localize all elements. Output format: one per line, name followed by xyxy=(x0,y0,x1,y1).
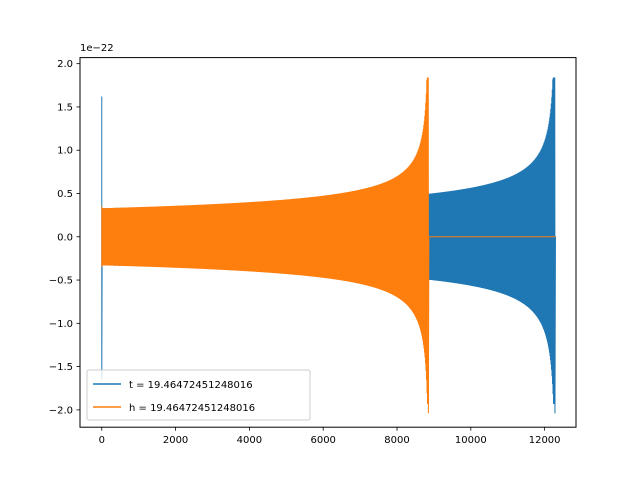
y-tick-label: −1.0 xyxy=(49,319,73,330)
y-tick-label: 2.0 xyxy=(57,59,73,70)
y-tick-label: −1.5 xyxy=(49,362,73,373)
x-tick-label: 4000 xyxy=(237,435,262,446)
x-axis: 0 2000 4000 6000 8000 10000 12000 xyxy=(99,427,561,446)
x-tick-label: 8000 xyxy=(384,435,409,446)
y-offset-label: 1e−22 xyxy=(80,43,114,54)
y-tick-label: 0.0 xyxy=(57,232,73,243)
legend: t = 19.46472451248016 h = 19.46472451248… xyxy=(86,369,311,421)
y-axis: −2.0 −1.5 −1.0 −0.5 0.0 0.5 1.0 1.5 2.0 xyxy=(49,59,80,416)
x-tick-label: 6000 xyxy=(310,435,335,446)
y-tick-label: 1.5 xyxy=(57,102,73,113)
series-layer xyxy=(101,77,556,414)
x-tick-label: 10000 xyxy=(455,435,487,446)
y-tick-label: −2.0 xyxy=(49,405,73,416)
x-tick-label: 0 xyxy=(99,435,105,446)
y-tick-label: −0.5 xyxy=(49,276,73,287)
y-tick-label: 0.5 xyxy=(57,189,73,200)
x-tick-label: 2000 xyxy=(163,435,188,446)
x-tick-label: 12000 xyxy=(529,435,561,446)
series-line-h xyxy=(101,77,556,414)
legend-label-t: t = 19.46472451248016 xyxy=(129,380,253,391)
y-tick-label: 1.0 xyxy=(57,146,73,157)
legend-label-h: h = 19.46472451248016 xyxy=(129,403,255,414)
plot-frame xyxy=(79,57,577,428)
legend-frame xyxy=(86,369,311,421)
